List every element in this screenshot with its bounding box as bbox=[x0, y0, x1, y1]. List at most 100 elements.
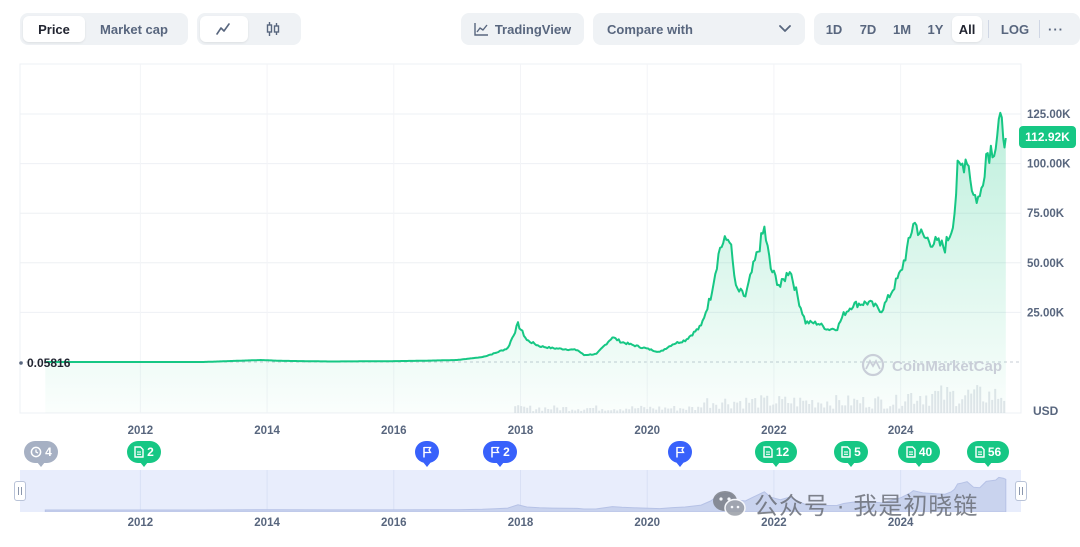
event-count: 5 bbox=[854, 445, 861, 459]
volume-bar bbox=[958, 403, 961, 413]
tab-price[interactable]: Price bbox=[23, 16, 85, 42]
volume-bar bbox=[553, 405, 556, 413]
volume-bar bbox=[532, 411, 535, 413]
volume-bar bbox=[568, 411, 571, 413]
event-pointer bbox=[984, 462, 992, 467]
watermark-text: 公众号 · 我是初晓链 bbox=[754, 493, 979, 520]
event-marker[interactable]: 2 bbox=[127, 441, 161, 467]
volume-bar bbox=[760, 395, 763, 413]
event-marker[interactable]: 2 bbox=[483, 441, 517, 467]
volume-bar bbox=[670, 408, 673, 413]
volume-bar bbox=[709, 407, 712, 413]
range-selector: 1D 7D 1M 1Y All LOG ··· bbox=[814, 13, 1080, 45]
view-toggle: Price Market cap bbox=[20, 13, 188, 45]
volume-bar bbox=[577, 409, 580, 413]
volume-bar bbox=[934, 390, 937, 413]
volume-bar bbox=[997, 398, 1000, 413]
volume-bar bbox=[868, 406, 871, 413]
volume-bar bbox=[829, 405, 832, 413]
volume-bar bbox=[724, 398, 727, 413]
flag-icon bbox=[675, 446, 685, 458]
event-marker[interactable]: 40 bbox=[898, 441, 940, 467]
range-7d[interactable]: 7D bbox=[859, 21, 877, 37]
volume-bar bbox=[580, 410, 583, 413]
event-marker[interactable]: 5 bbox=[834, 441, 868, 467]
volume-bar bbox=[1000, 397, 1003, 413]
range-all[interactable]: All bbox=[952, 16, 982, 42]
event-marker[interactable]: 4 bbox=[24, 441, 58, 467]
volume-bar bbox=[967, 389, 970, 413]
drag-handle-icon[interactable] bbox=[1015, 481, 1027, 501]
volume-bar bbox=[727, 404, 730, 413]
volume-bar bbox=[679, 408, 682, 413]
x-tick-label: 2020 bbox=[634, 425, 660, 437]
volume-bar bbox=[625, 408, 628, 413]
range-1y[interactable]: 1Y bbox=[927, 21, 944, 37]
volume-bar bbox=[769, 405, 772, 413]
candlestick-icon[interactable] bbox=[248, 16, 298, 42]
volume-bar bbox=[628, 409, 631, 413]
y-tick-label: 100.00K bbox=[1027, 159, 1071, 171]
volume-bar bbox=[841, 405, 844, 413]
volume-bar bbox=[523, 406, 526, 413]
volume-bar bbox=[583, 409, 586, 413]
event-marker[interactable] bbox=[668, 441, 692, 467]
volume-bar bbox=[712, 403, 715, 413]
log-scale-button[interactable]: LOG bbox=[1000, 21, 1030, 37]
volume-bar bbox=[574, 410, 577, 413]
volume-bar bbox=[748, 402, 751, 413]
volume-bar bbox=[610, 410, 613, 413]
volume-bar bbox=[559, 410, 562, 413]
event-marker[interactable] bbox=[415, 441, 439, 467]
volume-bar bbox=[985, 402, 988, 413]
document-icon bbox=[134, 446, 144, 458]
volume-bar bbox=[838, 400, 841, 413]
range-navigator[interactable] bbox=[14, 470, 1027, 512]
drag-handle-icon[interactable] bbox=[14, 481, 26, 501]
volume-bar bbox=[832, 408, 835, 413]
volume-bar bbox=[916, 400, 919, 413]
volume-bar bbox=[850, 405, 853, 413]
start-price-dot bbox=[19, 361, 23, 365]
volume-bar bbox=[1003, 400, 1006, 413]
volume-bar bbox=[826, 401, 829, 413]
volume-bar bbox=[904, 401, 907, 413]
compare-with-select[interactable]: Compare with bbox=[593, 13, 805, 45]
event-count: 56 bbox=[987, 445, 1002, 459]
event-marker[interactable]: 56 bbox=[967, 441, 1009, 467]
event-count: 2 bbox=[147, 445, 154, 459]
volume-bar bbox=[970, 393, 973, 413]
chevron-down-icon bbox=[779, 25, 791, 32]
volume-bar bbox=[538, 407, 541, 413]
volume-bar bbox=[622, 410, 625, 413]
range-1d[interactable]: 1D bbox=[825, 21, 843, 37]
range-1m[interactable]: 1M bbox=[892, 21, 912, 37]
event-pointer bbox=[496, 462, 504, 467]
volume-bar bbox=[514, 406, 517, 413]
tradingview-label: TradingView bbox=[494, 21, 572, 37]
volume-bar bbox=[853, 398, 856, 413]
flag-icon bbox=[490, 446, 500, 458]
volume-bar bbox=[793, 397, 796, 413]
event-pointer bbox=[37, 462, 45, 467]
event-marker[interactable]: 12 bbox=[755, 441, 797, 467]
volume-bar bbox=[664, 407, 667, 413]
tab-market-cap[interactable]: Market cap bbox=[100, 21, 168, 37]
volume-bar bbox=[655, 409, 658, 413]
tradingview-button[interactable]: TradingView bbox=[461, 13, 584, 45]
event-pointer bbox=[772, 462, 780, 467]
volume-bar bbox=[721, 402, 724, 413]
volume-bar bbox=[898, 408, 901, 413]
volume-bar bbox=[862, 397, 865, 413]
volume-bar bbox=[880, 399, 883, 413]
volume-bar bbox=[736, 402, 739, 413]
more-horizontal-icon[interactable]: ··· bbox=[1048, 21, 1064, 37]
line-chart-icon[interactable] bbox=[200, 16, 248, 42]
event-count: 4 bbox=[45, 445, 52, 459]
volume-bar bbox=[556, 407, 559, 413]
volume-bar bbox=[949, 391, 952, 413]
volume-bar bbox=[883, 408, 886, 413]
volume-bar bbox=[520, 406, 523, 413]
volume-bar bbox=[637, 408, 640, 413]
